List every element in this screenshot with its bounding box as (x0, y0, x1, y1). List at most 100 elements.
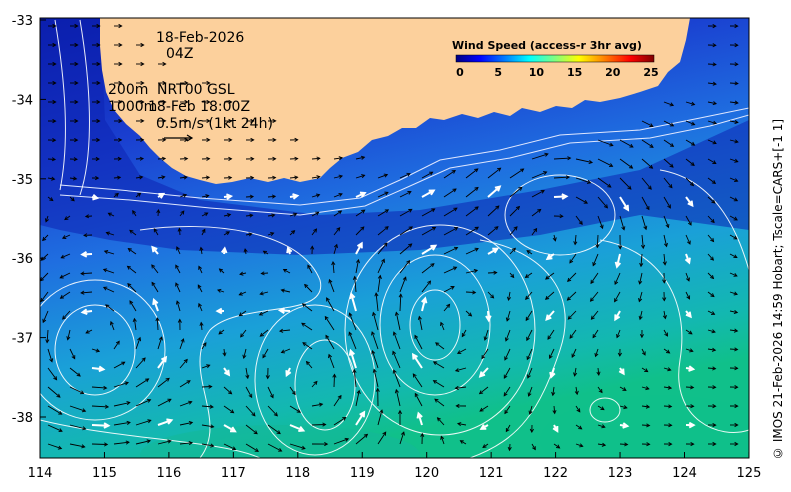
vector-head (667, 367, 672, 372)
vector-head (690, 385, 695, 390)
vector-head (132, 317, 137, 323)
current-vector (508, 291, 511, 301)
current-vector (707, 63, 716, 66)
vector-head (361, 174, 366, 179)
date-label: 18-Feb-2026 (156, 30, 244, 46)
current-vector (47, 424, 63, 432)
current-vector (641, 177, 652, 190)
current-vector (685, 120, 695, 126)
current-vector (729, 177, 738, 182)
vector-head (515, 205, 521, 211)
vector-head (209, 404, 214, 409)
vector-head (210, 443, 215, 448)
vector-head (526, 336, 530, 342)
vector-head (218, 268, 224, 273)
vector-head (337, 394, 342, 400)
vector-head (590, 279, 595, 285)
current-vector (504, 405, 511, 414)
current-vector (729, 120, 738, 123)
current-vector (465, 206, 479, 217)
current-vector (487, 226, 499, 236)
vector-head (152, 297, 159, 306)
vector-head (565, 175, 571, 180)
current-vector (509, 186, 523, 198)
current-vector (531, 228, 537, 236)
vector-head (490, 294, 495, 299)
vector-head (238, 312, 243, 317)
vector-head (578, 425, 583, 430)
current-vector (197, 284, 203, 293)
current-vector (574, 367, 577, 376)
vector-head (82, 426, 87, 431)
vector-head (96, 137, 101, 143)
vector-head (687, 240, 691, 245)
vector-head (595, 244, 600, 249)
vector-head (102, 286, 108, 291)
vector-head (662, 315, 667, 320)
current-vector (135, 440, 151, 445)
current-vector (91, 443, 108, 445)
current-vector (614, 291, 621, 302)
current-vector (311, 194, 320, 198)
vector-head (141, 357, 146, 362)
current-vector (279, 329, 291, 332)
vector-head (230, 409, 235, 414)
vector-head (58, 410, 63, 415)
current-vector (597, 386, 603, 393)
current-vector (443, 188, 457, 198)
current-vector (531, 171, 547, 179)
current-vector (395, 312, 401, 331)
current-vector (91, 348, 100, 352)
vector-head (156, 208, 161, 214)
vector-head (551, 391, 556, 397)
vector-head (567, 315, 572, 320)
vector-head (147, 419, 152, 424)
current-vector (135, 378, 149, 388)
vector-head (689, 182, 695, 187)
vector-head (180, 210, 185, 215)
vector-head (734, 43, 739, 48)
current-vector (135, 357, 146, 369)
current-vector (685, 158, 695, 166)
current-vector (707, 215, 715, 223)
vector-head (511, 247, 516, 252)
x-tick-label: 116 (156, 466, 181, 481)
current-vector (641, 120, 654, 127)
current-vector (663, 177, 673, 188)
wind-vector (412, 354, 423, 369)
current-vector (685, 139, 695, 146)
vector-head (734, 441, 739, 447)
current-vector (399, 173, 411, 179)
vector-head (52, 80, 57, 86)
current-vector (685, 386, 694, 389)
current-vector (259, 310, 269, 316)
current-vector (729, 215, 738, 221)
velocity-vectors (40, 23, 739, 452)
vector-head (60, 254, 65, 259)
vector-head (544, 295, 550, 300)
vector-head (114, 192, 119, 197)
vector-head (569, 259, 574, 264)
vector-head (118, 118, 123, 124)
current-vector (245, 233, 252, 236)
wind-vector (91, 424, 109, 427)
vector-head (614, 314, 621, 322)
vector-head (467, 312, 473, 317)
vector-head (559, 214, 564, 219)
current-vector (245, 367, 249, 379)
vector-head (431, 226, 437, 231)
current-vector (707, 234, 714, 242)
current-vector (47, 386, 61, 398)
vector-head (407, 191, 412, 195)
current-vector (421, 208, 435, 217)
vector-head (53, 376, 58, 381)
current-vector (69, 367, 81, 377)
vector-head (180, 338, 185, 343)
current-vector (663, 101, 674, 106)
vector-head (667, 204, 671, 209)
vector-head (83, 233, 88, 238)
vector-head (561, 193, 569, 200)
vector-head (262, 250, 268, 255)
vector-head (162, 118, 167, 123)
vector-head (294, 137, 299, 142)
